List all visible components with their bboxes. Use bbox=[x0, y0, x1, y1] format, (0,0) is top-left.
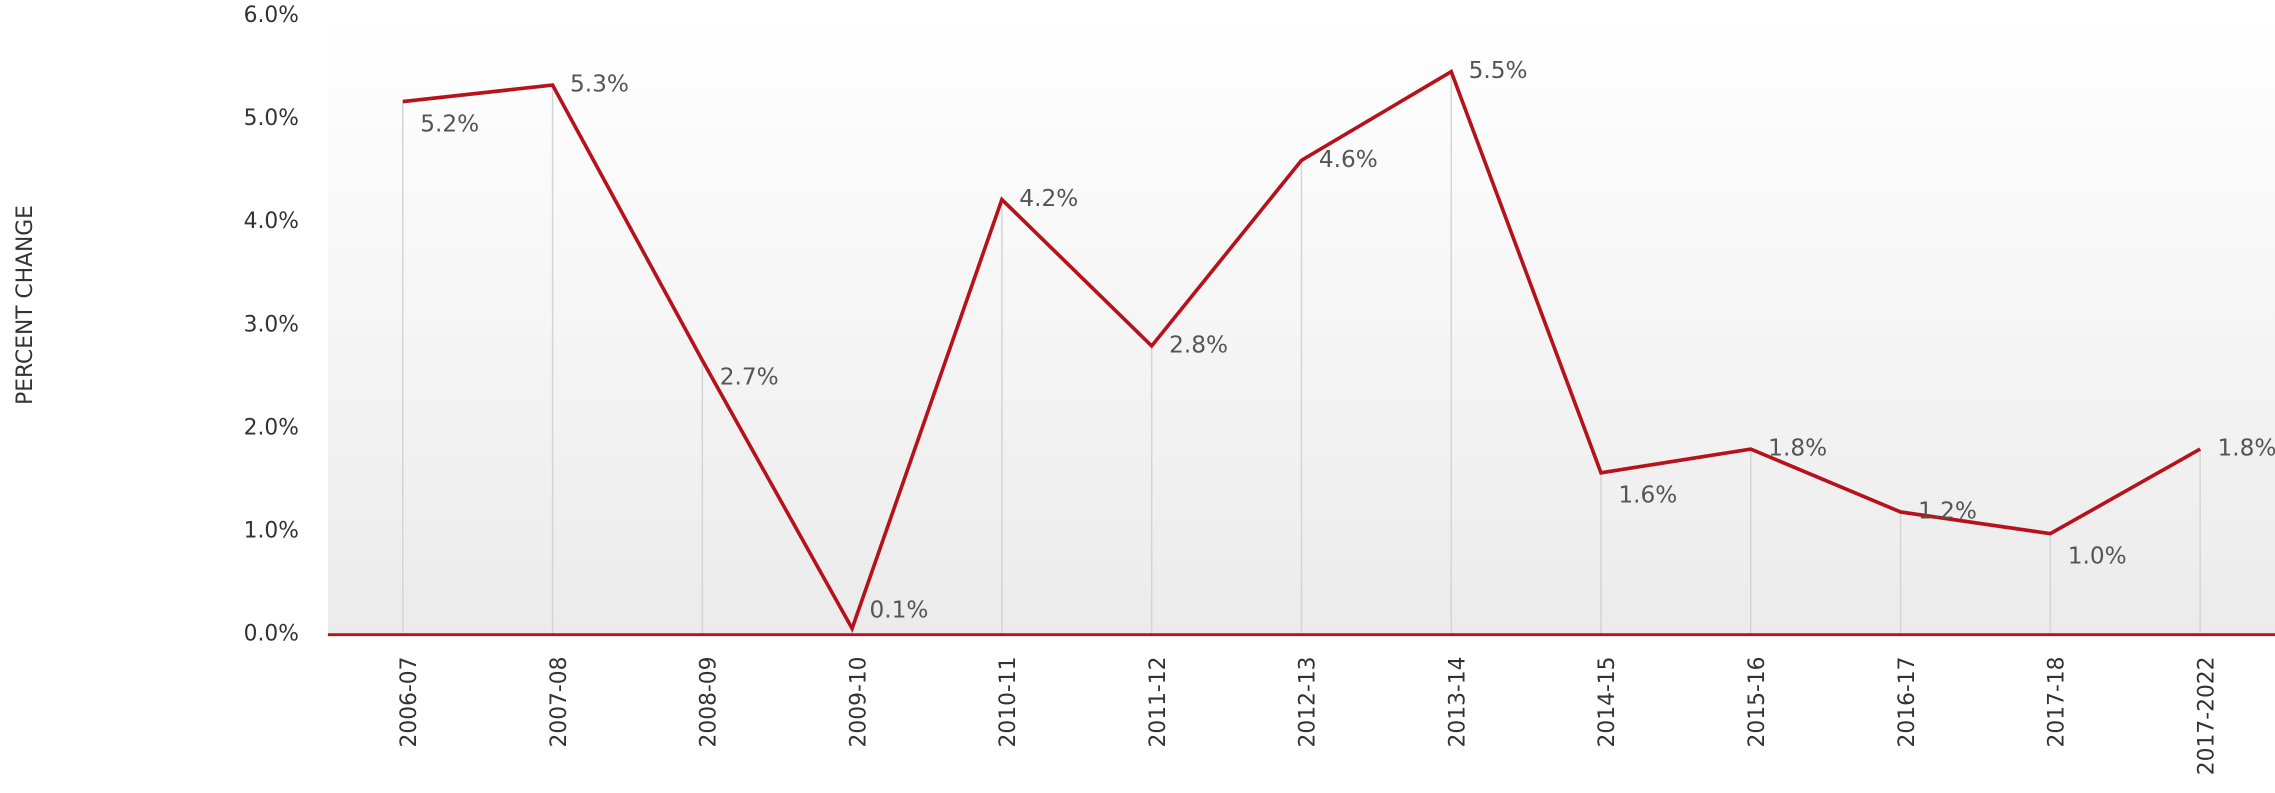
x-tick-label: 2008-09 bbox=[697, 656, 722, 747]
x-tick-label: 2007-08 bbox=[547, 656, 572, 747]
x-tick-label: 2015-16 bbox=[1745, 656, 1770, 747]
data-label: 5.3% bbox=[570, 71, 629, 98]
data-label: 2.8% bbox=[1169, 331, 1228, 358]
data-label: 0.1% bbox=[870, 597, 929, 624]
x-tick-label: 2010-11 bbox=[996, 656, 1021, 747]
y-tick-label: 4.0% bbox=[244, 209, 299, 234]
data-label: 4.6% bbox=[1319, 146, 1378, 173]
y-tick-label: 0.0% bbox=[244, 622, 299, 647]
x-tick-label: 2017-2022 bbox=[2194, 656, 2219, 775]
y-tick-label: 5.0% bbox=[244, 106, 299, 131]
x-tick-label: 2006-07 bbox=[397, 656, 422, 747]
data-label: 5.5% bbox=[1469, 57, 1528, 84]
x-tick-label: 2014-15 bbox=[1595, 656, 1620, 747]
data-label: 1.8% bbox=[1768, 435, 1827, 462]
data-label: 1.6% bbox=[1618, 482, 1677, 509]
y-tick-label: 6.0% bbox=[244, 3, 299, 28]
x-tick-label: 2011-12 bbox=[1146, 656, 1171, 747]
x-tick-label: 2012-13 bbox=[1296, 656, 1321, 747]
x-tick-label: 2013-14 bbox=[1445, 656, 1470, 747]
data-label: 2.7% bbox=[720, 363, 779, 390]
y-tick-label: 2.0% bbox=[244, 415, 299, 440]
data-label: 4.2% bbox=[1019, 185, 1078, 212]
data-label: 1.8% bbox=[2218, 435, 2275, 462]
x-tick-label: 2016-17 bbox=[1895, 656, 1920, 747]
y-tick-label: 1.0% bbox=[244, 519, 299, 544]
x-tick-label: 2017-18 bbox=[2045, 656, 2070, 747]
series-line bbox=[402, 68, 2201, 633]
y-tick-label: 3.0% bbox=[244, 312, 299, 337]
y-axis-label: PERCENT CHANGE bbox=[13, 205, 38, 405]
data-label: 1.0% bbox=[2068, 542, 2127, 569]
data-label: 5.2% bbox=[420, 110, 479, 137]
data-label: 1.2% bbox=[1918, 497, 1977, 524]
x-tick-label: 2009-10 bbox=[846, 656, 871, 747]
